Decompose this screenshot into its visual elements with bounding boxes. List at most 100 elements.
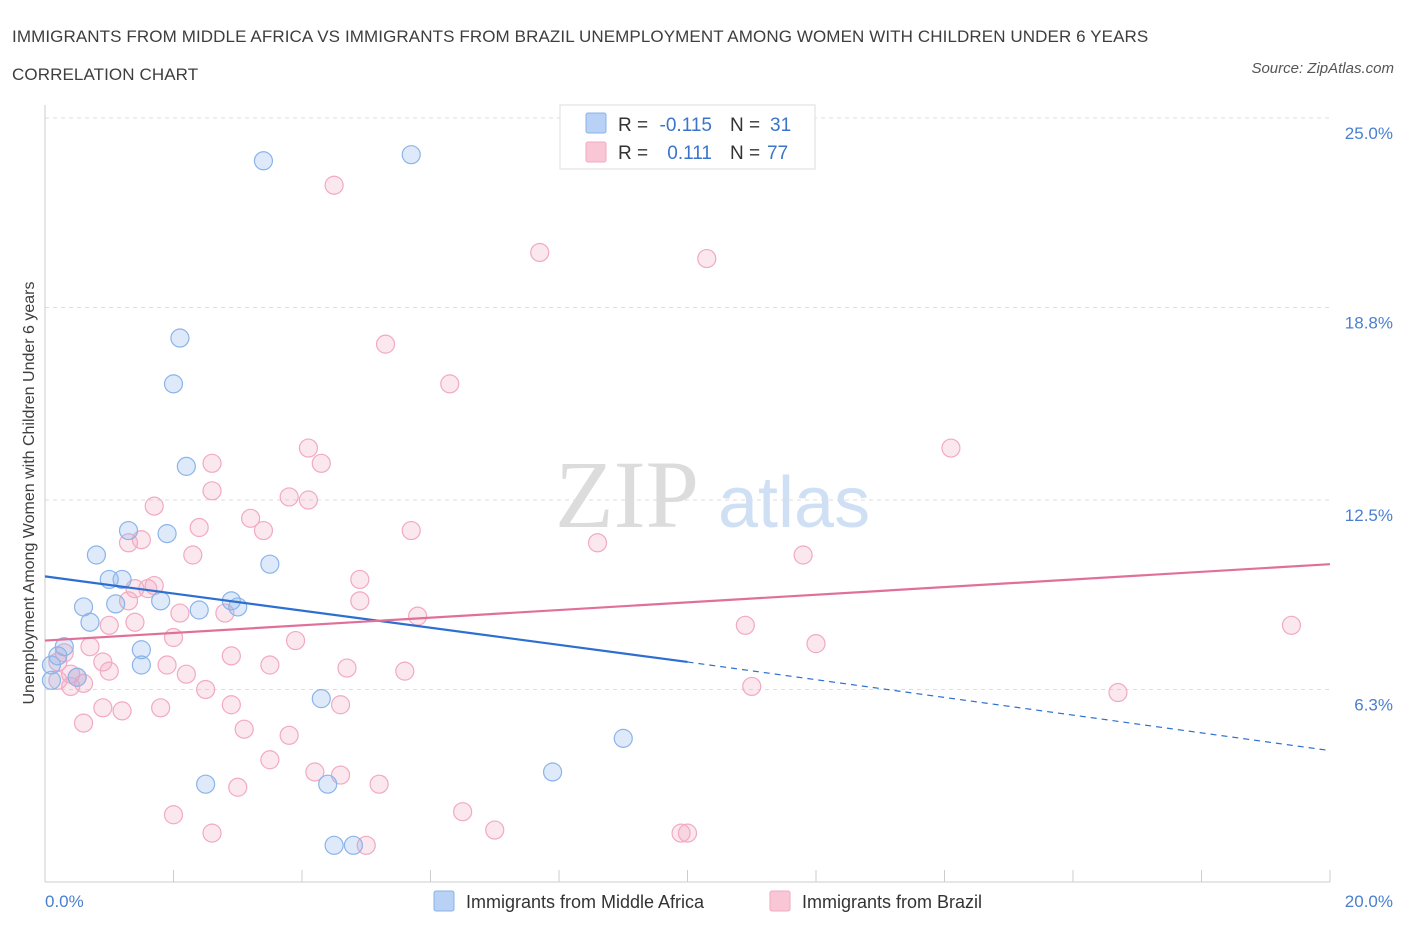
point-series2-73 xyxy=(677,823,698,843)
point-series2-19 xyxy=(587,533,608,553)
point-series2-63 xyxy=(260,750,280,770)
point-series1-8 xyxy=(260,554,280,574)
point-series1-17 xyxy=(80,612,100,632)
point-series1-31 xyxy=(343,835,363,855)
y-tick-label-3: 25.0% xyxy=(1345,124,1393,143)
point-series1-2 xyxy=(170,328,190,348)
point-series2-54 xyxy=(1108,682,1128,703)
point-series2-67 xyxy=(228,777,248,797)
x-tick-label-max: 20.0% xyxy=(1345,892,1393,911)
point-series2-43 xyxy=(337,658,357,678)
point-series1-13 xyxy=(151,591,171,611)
point-series2-31 xyxy=(99,615,119,635)
point-series1-4 xyxy=(176,456,196,476)
watermark-atlas: atlas xyxy=(718,463,870,543)
point-series2-15 xyxy=(253,520,274,541)
watermark-zip: ZIP xyxy=(555,441,699,548)
point-series2-45 xyxy=(99,661,119,681)
point-series2-66 xyxy=(369,774,389,794)
chart-title: IMMIGRANTS FROM MIDDLE AFRICA VS IMMIGRA… xyxy=(12,27,1149,84)
point-series2-0 xyxy=(324,175,344,195)
point-series2-13 xyxy=(241,508,261,528)
trend-line-series1-extension xyxy=(687,661,1331,752)
point-series1-1 xyxy=(401,145,421,165)
point-series2-32 xyxy=(735,615,755,635)
legend-n-label-2: N = xyxy=(730,143,760,164)
point-series2-69 xyxy=(163,805,184,825)
point-series1-27 xyxy=(542,762,563,782)
point-series2-36 xyxy=(806,634,826,654)
point-series2-3 xyxy=(375,334,396,354)
point-series1-21 xyxy=(41,655,62,675)
point-series1-29 xyxy=(318,774,338,794)
y-tick-label-1: 12.5% xyxy=(1345,506,1393,525)
bottom-legend-label-series1: Immigrants from Middle Africa xyxy=(466,892,705,912)
point-series2-20 xyxy=(183,545,203,565)
x-tick-marks xyxy=(44,870,1331,882)
point-series2-30 xyxy=(125,612,145,632)
point-series2-37 xyxy=(80,637,100,657)
point-series2-1 xyxy=(530,242,550,263)
point-series2-2 xyxy=(697,248,717,269)
legend-r-value-1: -0.115 xyxy=(660,115,712,136)
chart-source: Source: ZipAtlas.com xyxy=(1251,60,1394,77)
y-tick-label-2: 18.8% xyxy=(1345,313,1393,332)
point-series2-27 xyxy=(170,603,190,623)
series-legend: Immigrants from Middle Africa Immigrants… xyxy=(433,890,982,912)
legend-swatch-series2 xyxy=(585,141,607,163)
point-series2-10 xyxy=(279,487,299,507)
point-series1-30 xyxy=(324,835,344,855)
point-series2-72 xyxy=(671,823,691,843)
point-series2-55 xyxy=(93,698,113,718)
bottom-legend-swatch-series1 xyxy=(433,890,455,912)
point-series2-71 xyxy=(202,823,222,843)
legend-n-value-2: 77 xyxy=(767,143,788,164)
bottom-legend-label-series2: Immigrants from Brazil xyxy=(802,892,982,912)
legend-swatch-series1 xyxy=(585,112,607,134)
point-series2-6 xyxy=(298,438,319,458)
y-tick-labels: 6.3% 12.5% 18.8% 25.0% xyxy=(1345,124,1393,714)
point-series2-16 xyxy=(401,520,421,541)
scatter-points xyxy=(41,145,1302,855)
trend-lines xyxy=(44,563,1331,752)
point-series2-33 xyxy=(1281,615,1302,635)
point-series2-59 xyxy=(112,701,132,721)
point-series2-22 xyxy=(350,569,370,590)
point-series1-22 xyxy=(131,655,151,675)
point-series2-60 xyxy=(73,713,94,733)
point-series1-7 xyxy=(86,545,107,565)
point-series2-41 xyxy=(157,655,177,675)
point-series1-5 xyxy=(118,520,139,541)
legend-r-label-2: R = xyxy=(618,143,648,164)
point-series2-53 xyxy=(742,676,762,697)
point-series1-26 xyxy=(613,728,633,748)
point-series1-6 xyxy=(157,524,177,544)
point-series1-18 xyxy=(131,640,151,660)
point-series1-25 xyxy=(311,689,331,709)
point-series1-28 xyxy=(196,774,216,794)
point-series2-56 xyxy=(151,698,171,718)
x-tick-label-min: 0.0% xyxy=(45,892,84,911)
point-series2-58 xyxy=(330,695,351,715)
legend-r-label-1: R = xyxy=(618,115,648,136)
point-series2-14 xyxy=(189,517,209,538)
point-series2-35 xyxy=(285,630,306,651)
y-tick-label-0: 6.3% xyxy=(1354,695,1393,714)
point-series2-4 xyxy=(440,374,460,394)
point-series2-70 xyxy=(485,820,505,840)
point-series1-12 xyxy=(106,594,126,614)
trend-line-series1 xyxy=(44,575,688,664)
point-series2-46 xyxy=(176,664,196,684)
point-series2-5 xyxy=(941,438,961,458)
point-series2-12 xyxy=(144,496,164,516)
stats-legend: R = -0.115 N = 31 R = 0.111 N = 77 xyxy=(559,104,816,170)
point-series2-38 xyxy=(221,646,241,666)
point-series2-52 xyxy=(196,679,216,700)
point-series2-9 xyxy=(202,481,222,501)
y-axis-title: Unemployment Among Women with Children U… xyxy=(21,281,38,704)
legend-n-label-1: N = xyxy=(730,115,760,136)
point-series1-0 xyxy=(253,151,274,171)
point-series2-57 xyxy=(221,695,241,715)
point-series2-25 xyxy=(350,591,370,611)
